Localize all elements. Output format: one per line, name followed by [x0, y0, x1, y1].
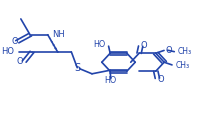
Text: S: S [74, 63, 80, 73]
Text: HO: HO [1, 47, 14, 56]
Text: O: O [17, 56, 23, 66]
Text: CH₃: CH₃ [178, 47, 192, 56]
Text: NH: NH [52, 30, 65, 39]
Text: O: O [141, 41, 147, 50]
Text: HO: HO [105, 76, 117, 85]
Text: CH₃: CH₃ [176, 61, 190, 70]
Text: O: O [158, 75, 164, 84]
Text: O: O [166, 46, 172, 55]
Text: HO: HO [93, 41, 105, 49]
Text: O: O [11, 37, 18, 46]
